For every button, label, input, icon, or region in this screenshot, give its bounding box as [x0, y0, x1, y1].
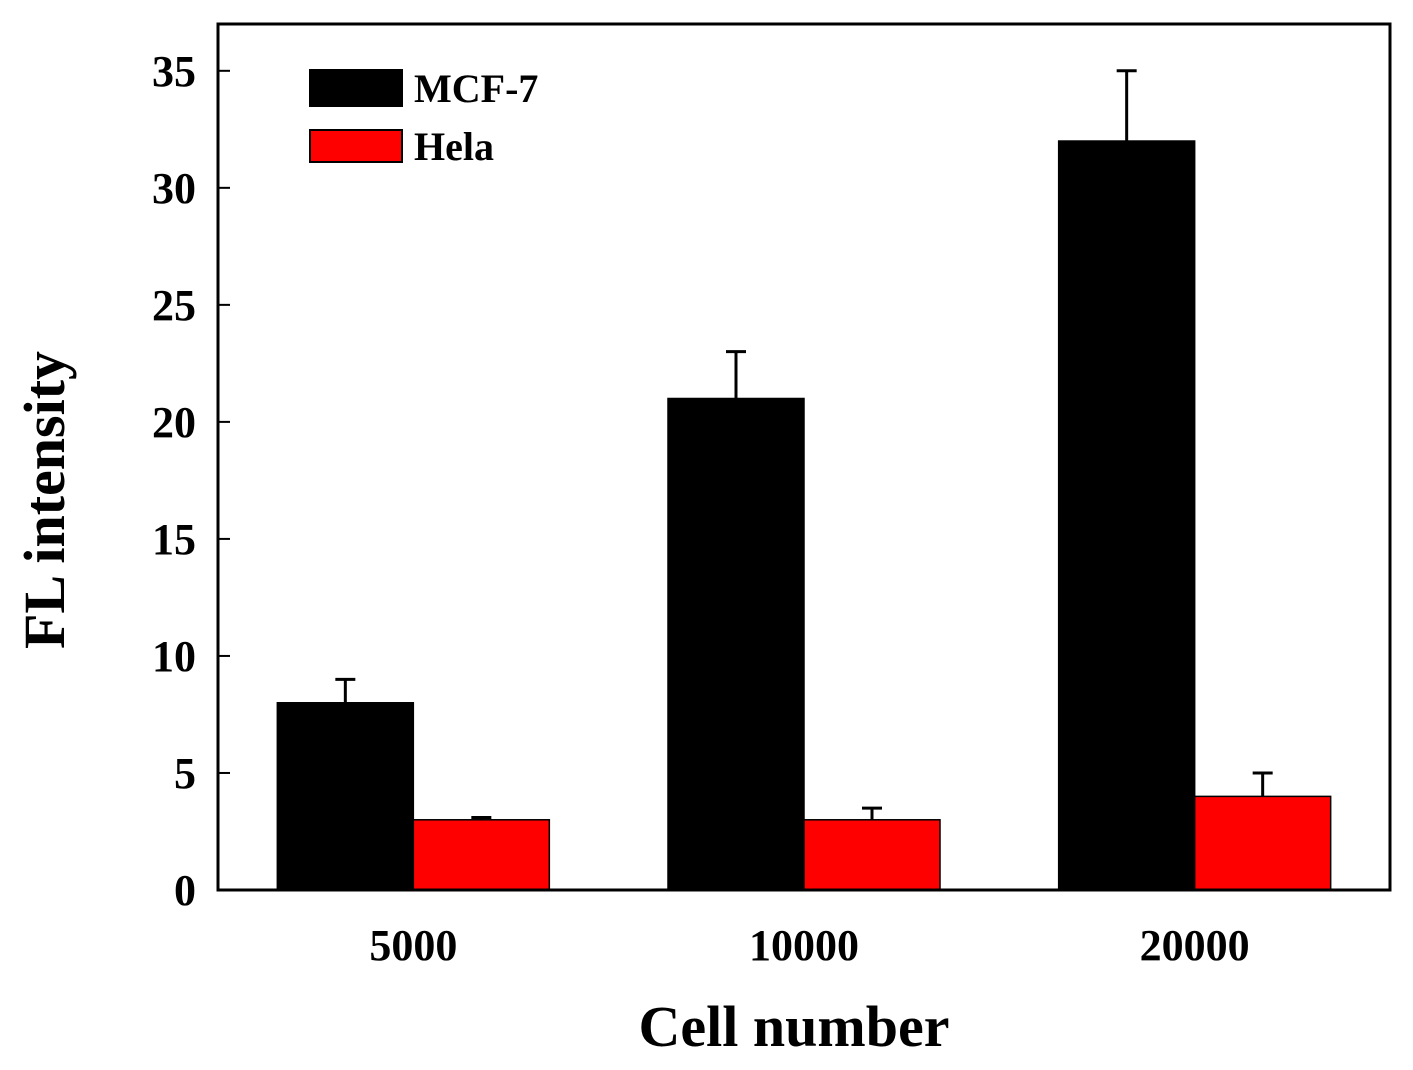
error-bars-layer: [335, 69, 1273, 820]
bar-hela-5000: [412, 819, 551, 891]
bar-hela-20000: [1193, 795, 1332, 891]
y-axis-title: FL intensity: [12, 351, 77, 649]
y-axis: 0 5 10 15 20 25 30 35: [152, 47, 230, 915]
legend-label-hela: Hela: [414, 124, 494, 169]
y-tick-label: 10: [152, 632, 196, 681]
bar-mcf7-5000: [276, 702, 415, 891]
x-axis: 5000 10000 20000: [369, 921, 1249, 970]
y-tick-label: 30: [152, 164, 196, 213]
y-tick-label: 20: [152, 398, 196, 447]
y-tick-label: 5: [174, 749, 196, 798]
x-tick-label: 5000: [369, 921, 457, 970]
legend: MCF-7 Hela: [309, 66, 538, 169]
y-tick-label: 35: [152, 47, 196, 96]
y-tick-label: 15: [152, 515, 196, 564]
bar-mcf7-10000: [667, 397, 805, 891]
x-tick-label: 20000: [1140, 921, 1250, 970]
plot-frame: [216, 22, 1392, 892]
y-tick-label: 25: [152, 281, 196, 330]
y-tick-label: 0: [174, 866, 196, 915]
x-tick-label: 10000: [749, 921, 859, 970]
legend-swatch-hela: [309, 129, 403, 163]
legend-swatch-mcf7: [309, 69, 403, 107]
bar-hela-10000: [803, 819, 941, 891]
bars-layer: [276, 140, 1332, 891]
legend-label-mcf7: MCF-7: [414, 66, 538, 111]
bar-mcf7-20000: [1057, 140, 1196, 891]
x-axis-title: Cell number: [639, 994, 950, 1059]
